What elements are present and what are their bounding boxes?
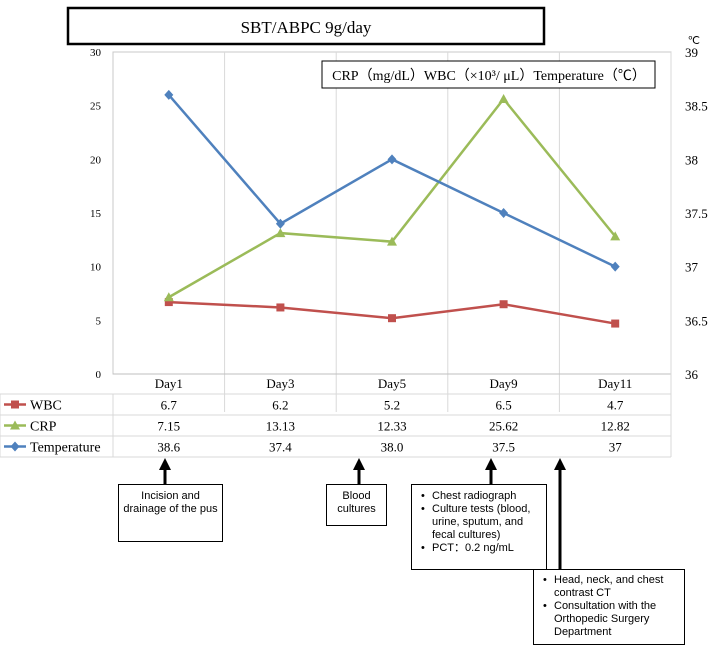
data-point-wbc <box>499 300 508 309</box>
y-left-tick: 10 <box>90 262 102 274</box>
y-right-tick: 38.5 <box>685 99 708 114</box>
incision-note: Incision and drainage of the pus <box>118 484 223 542</box>
table-value-crp: 12.82 <box>601 419 630 434</box>
legend-label-wbc: WBC <box>30 399 62 414</box>
arrow-head <box>353 458 365 470</box>
later-item: Head, neck, and chest contrast CT <box>543 574 680 600</box>
data-point-crp <box>275 228 286 238</box>
data-point-temperature <box>164 89 174 100</box>
arrow-head <box>159 458 171 470</box>
table-value-temperature: 37.4 <box>269 440 292 455</box>
legend-marker-wbc <box>11 400 19 409</box>
y-right-tick: 39 <box>685 45 698 60</box>
data-point-crp <box>163 292 174 302</box>
series-line-crp <box>168 97 617 299</box>
table-value-wbc: 6.7 <box>161 398 178 413</box>
title-box <box>66 6 546 46</box>
y-right-tick: 37.5 <box>685 206 708 221</box>
data-point-temperature <box>610 261 620 272</box>
table-value-crp: 13.13 <box>266 419 295 434</box>
blood-cultures-text: Blood cultures <box>337 490 376 515</box>
y-left-tick: 30 <box>90 47 102 59</box>
legend-marker-temperature <box>10 441 20 452</box>
table-value-wbc: 5.2 <box>384 398 400 413</box>
y-left-tick: 15 <box>90 208 102 220</box>
table-value-temperature: 37 <box>609 440 623 455</box>
table-value-wbc: 4.7 <box>607 398 624 413</box>
data-point-crp <box>610 231 621 241</box>
later-tests-note: Head, neck, and chest contrast CT Consul… <box>533 569 685 645</box>
category-label: Day5 <box>378 376 406 391</box>
category-label: Day1 <box>155 376 183 391</box>
table-value-temperature: 38.0 <box>381 440 404 455</box>
legend-title: CRP（mg/dL）WBC（×10³/ μL）Temperature（℃） <box>332 68 646 84</box>
table-value-wbc: 6.5 <box>495 398 511 413</box>
day9-tests-note: Chest radiograph Culture tests (blood, u… <box>411 484 547 570</box>
data-point-wbc <box>164 298 173 307</box>
series-group <box>163 89 621 328</box>
category-label: Day9 <box>490 376 518 391</box>
arrow-head <box>554 458 566 470</box>
data-table: Day1 Day3 Day5 Day9 Day11 WBC 6.7 6.2 5.2 6.5 4.7 C… <box>0 52 672 458</box>
plot-frame <box>112 51 672 375</box>
table-value-wbc: 6.2 <box>272 398 288 413</box>
data-point-temperature <box>387 154 397 165</box>
table-value-temperature: 38.6 <box>157 440 180 455</box>
blood-cultures-note: Blood cultures <box>326 484 387 526</box>
legend-label-temperature: Temperature <box>30 441 101 456</box>
chart-title: SBT/ABPC 9g/day <box>241 18 372 37</box>
y-left-axis: 0 5 10 15 20 25 30 <box>90 47 102 381</box>
arrow-head <box>485 458 497 470</box>
category-label: Day3 <box>266 376 294 391</box>
category-label: Day11 <box>598 376 632 391</box>
arrows <box>159 458 566 569</box>
data-point-temperature <box>275 218 285 229</box>
data-point-temperature <box>499 208 509 218</box>
table-value-crp: 25.62 <box>489 419 518 434</box>
later-item: Consultation with the Orthopedic Surgery… <box>543 600 680 639</box>
day9-item: Chest radiograph <box>421 490 542 503</box>
vertical-gridlines <box>224 52 560 412</box>
day9-item: Culture tests (blood, urine, sputum, and… <box>421 503 542 542</box>
data-point-wbc <box>276 303 285 312</box>
table-value-crp: 12.33 <box>377 419 406 434</box>
legend-marker-crp <box>10 420 20 430</box>
data-point-crp <box>498 94 509 104</box>
y-right-tick: 36 <box>685 367 699 382</box>
y-left-tick: 0 <box>96 369 102 381</box>
legend-box <box>321 60 656 89</box>
y-left-tick: 5 <box>96 315 102 327</box>
data-point-crp <box>387 236 397 246</box>
incision-text: Incision and drainage of the pus <box>123 490 218 515</box>
legend-label-crp: CRP <box>30 420 57 435</box>
day9-item: PCT：0.2 ng/mL <box>421 542 542 555</box>
table-value-crp: 7.15 <box>157 419 180 434</box>
data-point-wbc <box>388 314 396 323</box>
table-value-temperature: 37.5 <box>492 440 515 455</box>
y-left-tick: 20 <box>90 154 102 166</box>
y-right-tick: 36.5 <box>685 313 708 328</box>
right-axis-unit: ℃ <box>688 35 700 47</box>
y-right-axis: 36 36.5 37 37.5 38 38.5 39 <box>685 45 708 382</box>
y-right-tick: 37 <box>685 260 699 275</box>
y-right-tick: 38 <box>685 152 698 167</box>
data-point-wbc <box>611 319 620 328</box>
y-left-tick: 25 <box>90 101 102 113</box>
